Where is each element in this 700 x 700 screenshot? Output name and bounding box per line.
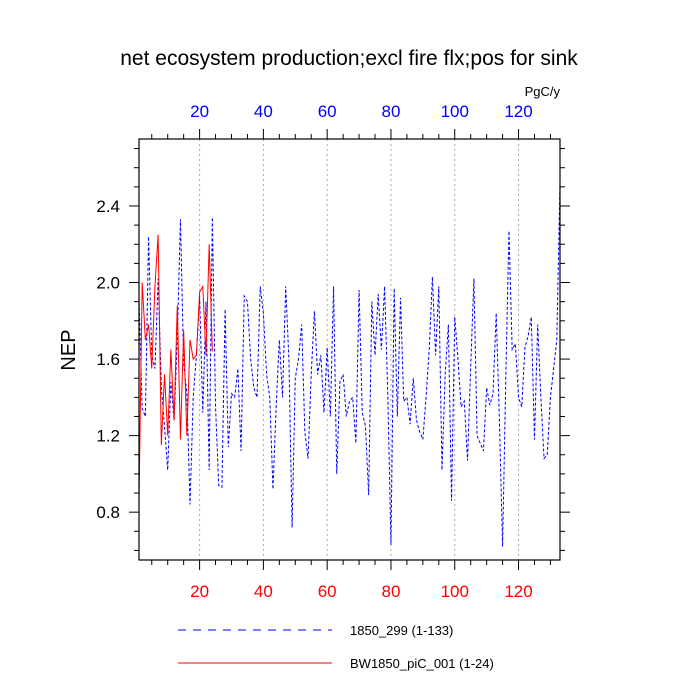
y-tick-label: 1.2 xyxy=(96,427,120,446)
x-tick-label-top: 100 xyxy=(441,102,469,121)
x-gridlines xyxy=(199,139,520,560)
x-tick-label-bottom: 100 xyxy=(441,582,469,601)
x-tick-label-top: 120 xyxy=(504,102,532,121)
chart-title: net ecosystem production;excl fire flx;p… xyxy=(120,47,578,70)
legend-label-2: BW1850_piC_001 (1-24) xyxy=(350,656,494,671)
series-layer xyxy=(139,182,560,547)
y-tick-label: 1.6 xyxy=(96,350,120,369)
y-tick-label: 2.0 xyxy=(96,274,120,293)
x-tick-label-top: 20 xyxy=(190,102,209,121)
axes: 20 20 40 40 60 60 80 80 100 100 120 120 0.8 1.2 1.6 2.0… xyxy=(96,102,570,601)
y-axis-title: NEP xyxy=(58,329,80,370)
x-tick-label-top: 60 xyxy=(318,102,337,121)
y-tick-label: 2.4 xyxy=(96,197,120,216)
x-tick-label-bottom: 80 xyxy=(382,582,401,601)
x-tick-label-top: 40 xyxy=(254,102,273,121)
x-tick-label-bottom: 40 xyxy=(254,582,273,601)
x-tick-label-bottom: 20 xyxy=(190,582,209,601)
legend: 1850_299 (1-133) BW1850_piC_001 (1-24) xyxy=(178,623,494,671)
series-line-2 xyxy=(139,234,213,501)
legend-label-1: 1850_299 (1-133) xyxy=(350,623,453,638)
x-tick-label-top: 80 xyxy=(382,102,401,121)
plot-frame xyxy=(138,138,561,561)
units-label: PgC/y xyxy=(525,84,561,99)
x-tick-label-bottom: 60 xyxy=(318,582,337,601)
y-tick-label: 0.8 xyxy=(96,503,120,522)
x-tick-label-bottom: 120 xyxy=(504,582,532,601)
series-line-1 xyxy=(139,182,560,547)
